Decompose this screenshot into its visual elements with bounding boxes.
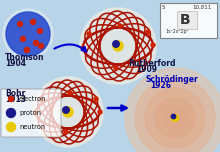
Circle shape [113,41,123,51]
Circle shape [40,98,44,102]
Circle shape [151,43,155,47]
Circle shape [114,66,118,70]
Circle shape [171,114,176,119]
Circle shape [18,21,22,26]
Circle shape [87,32,91,36]
Circle shape [169,112,181,124]
Circle shape [24,47,29,52]
Text: 1904: 1904 [5,59,26,68]
Circle shape [31,19,35,24]
Circle shape [146,30,150,34]
Circle shape [125,68,220,152]
Text: Schrödinger: Schrödinger [145,75,198,84]
Circle shape [38,43,44,48]
Text: Bohr: Bohr [5,89,25,98]
Circle shape [7,123,15,131]
Text: 10,811: 10,811 [192,5,211,10]
FancyArrowPatch shape [54,44,86,52]
FancyBboxPatch shape [160,3,217,38]
Circle shape [80,8,156,84]
Circle shape [3,9,53,59]
Circle shape [63,107,73,117]
Text: électron: électron [19,96,46,102]
FancyBboxPatch shape [177,11,197,29]
Circle shape [113,41,119,47]
Text: neutron: neutron [19,124,45,130]
Circle shape [98,110,102,114]
Circle shape [37,29,42,33]
Circle shape [33,40,38,45]
Circle shape [63,107,69,113]
Text: 1926: 1926 [150,81,171,90]
Text: 5: 5 [162,5,165,10]
Circle shape [172,114,178,121]
Circle shape [81,46,85,50]
Circle shape [20,36,26,41]
Text: 1s²2s²2p¹: 1s²2s²2p¹ [165,29,188,34]
Text: proton: proton [19,110,41,116]
Circle shape [6,12,50,56]
FancyBboxPatch shape [1,89,61,137]
Circle shape [155,98,195,138]
Circle shape [135,78,215,152]
Circle shape [34,110,38,114]
Circle shape [64,130,68,134]
Circle shape [7,109,15,117]
Text: B: B [180,13,191,27]
Circle shape [118,24,122,28]
Circle shape [68,91,72,95]
Circle shape [33,77,103,147]
Circle shape [145,88,205,148]
Circle shape [9,97,13,102]
Text: 1913: 1913 [5,95,26,104]
Text: Thomson: Thomson [5,53,44,62]
Circle shape [163,106,187,130]
Text: Rutherford: Rutherford [128,59,176,68]
Circle shape [94,97,98,101]
Text: 1909: 1909 [136,65,157,74]
